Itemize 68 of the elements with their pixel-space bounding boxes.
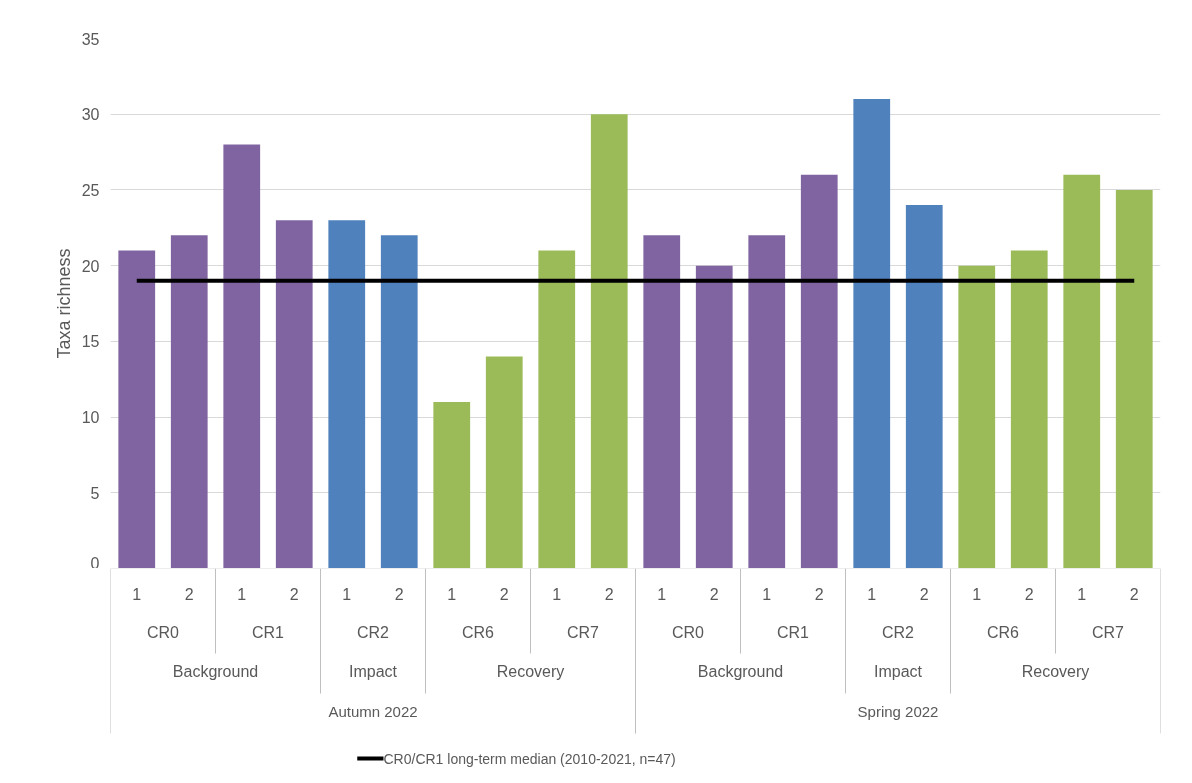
bar — [958, 265, 996, 568]
y-tick-label: 5 — [90, 484, 100, 502]
text: Spring 2022 — [857, 703, 939, 720]
x-tick-label: 2 — [1024, 585, 1034, 603]
x-tick-label: 1 — [867, 585, 877, 603]
x-tick-label: 1 — [447, 585, 457, 603]
text: CR1 — [777, 624, 810, 641]
x-tick-label: 1 — [1077, 585, 1087, 603]
y-tick-label: 15 — [81, 333, 100, 351]
bar — [223, 144, 261, 568]
y-tick-label: 30 — [81, 106, 100, 124]
x-tick-label: 1 — [342, 585, 352, 603]
x-tick-label: 2 — [1129, 585, 1139, 603]
text: CR2 — [357, 624, 390, 641]
y-tick-label: 35 — [81, 30, 100, 48]
bar — [748, 235, 786, 568]
x-tick-label: 2 — [184, 585, 194, 603]
bar — [433, 401, 471, 568]
y-tick-label: 20 — [81, 257, 100, 275]
y-tick-label: 0 — [90, 554, 100, 572]
text: CR7 — [567, 624, 600, 641]
bar — [1010, 250, 1048, 568]
legend-label: CR0/CR1 long-term median (2010-2021, n=47) — [383, 750, 676, 767]
text: CR0 — [672, 624, 705, 641]
text: CR6 — [987, 624, 1020, 641]
x-tick-label: 1 — [972, 585, 982, 603]
bar — [590, 114, 628, 568]
x-tick-label: 2 — [709, 585, 719, 603]
x-tick-label: 1 — [132, 585, 142, 603]
bar — [643, 235, 681, 568]
text: Recovery — [496, 663, 565, 680]
bar — [905, 205, 943, 568]
text: CR7 — [1092, 624, 1125, 641]
bar — [538, 250, 576, 568]
x-tick-label: 2 — [289, 585, 299, 603]
bar — [485, 356, 523, 568]
x-tick-label: 2 — [814, 585, 824, 603]
text: Recovery — [1021, 663, 1090, 680]
bar — [695, 265, 733, 568]
x-tick-label: 2 — [919, 585, 929, 603]
text: Impact — [348, 663, 398, 680]
bar — [1063, 174, 1101, 568]
text: Impact — [873, 663, 923, 680]
bar — [380, 235, 418, 568]
x-tick-label: 1 — [657, 585, 667, 603]
y-tick-label: 10 — [81, 409, 100, 427]
x-tick-label: 1 — [237, 585, 247, 603]
bar — [118, 250, 156, 568]
bar — [800, 174, 838, 568]
x-tick-label: 1 — [762, 585, 772, 603]
text: Background — [697, 663, 784, 680]
x-tick-label: 2 — [604, 585, 614, 603]
text: CR0 — [147, 624, 180, 641]
bar — [170, 235, 208, 568]
x-tick-label: 1 — [552, 585, 562, 603]
text: CR6 — [462, 624, 495, 641]
bar — [328, 220, 366, 568]
x-tick-label: 2 — [394, 585, 404, 603]
x-tick-label: 2 — [499, 585, 509, 603]
y-tick-label: 25 — [81, 181, 100, 199]
text: Autumn 2022 — [328, 703, 418, 720]
text: Background — [172, 663, 259, 680]
bar — [853, 99, 891, 568]
bar — [275, 220, 313, 568]
text: CR1 — [252, 624, 285, 641]
text: CR2 — [882, 624, 915, 641]
bar — [1115, 189, 1153, 568]
y-axis-title: Taxa richness — [53, 248, 74, 359]
